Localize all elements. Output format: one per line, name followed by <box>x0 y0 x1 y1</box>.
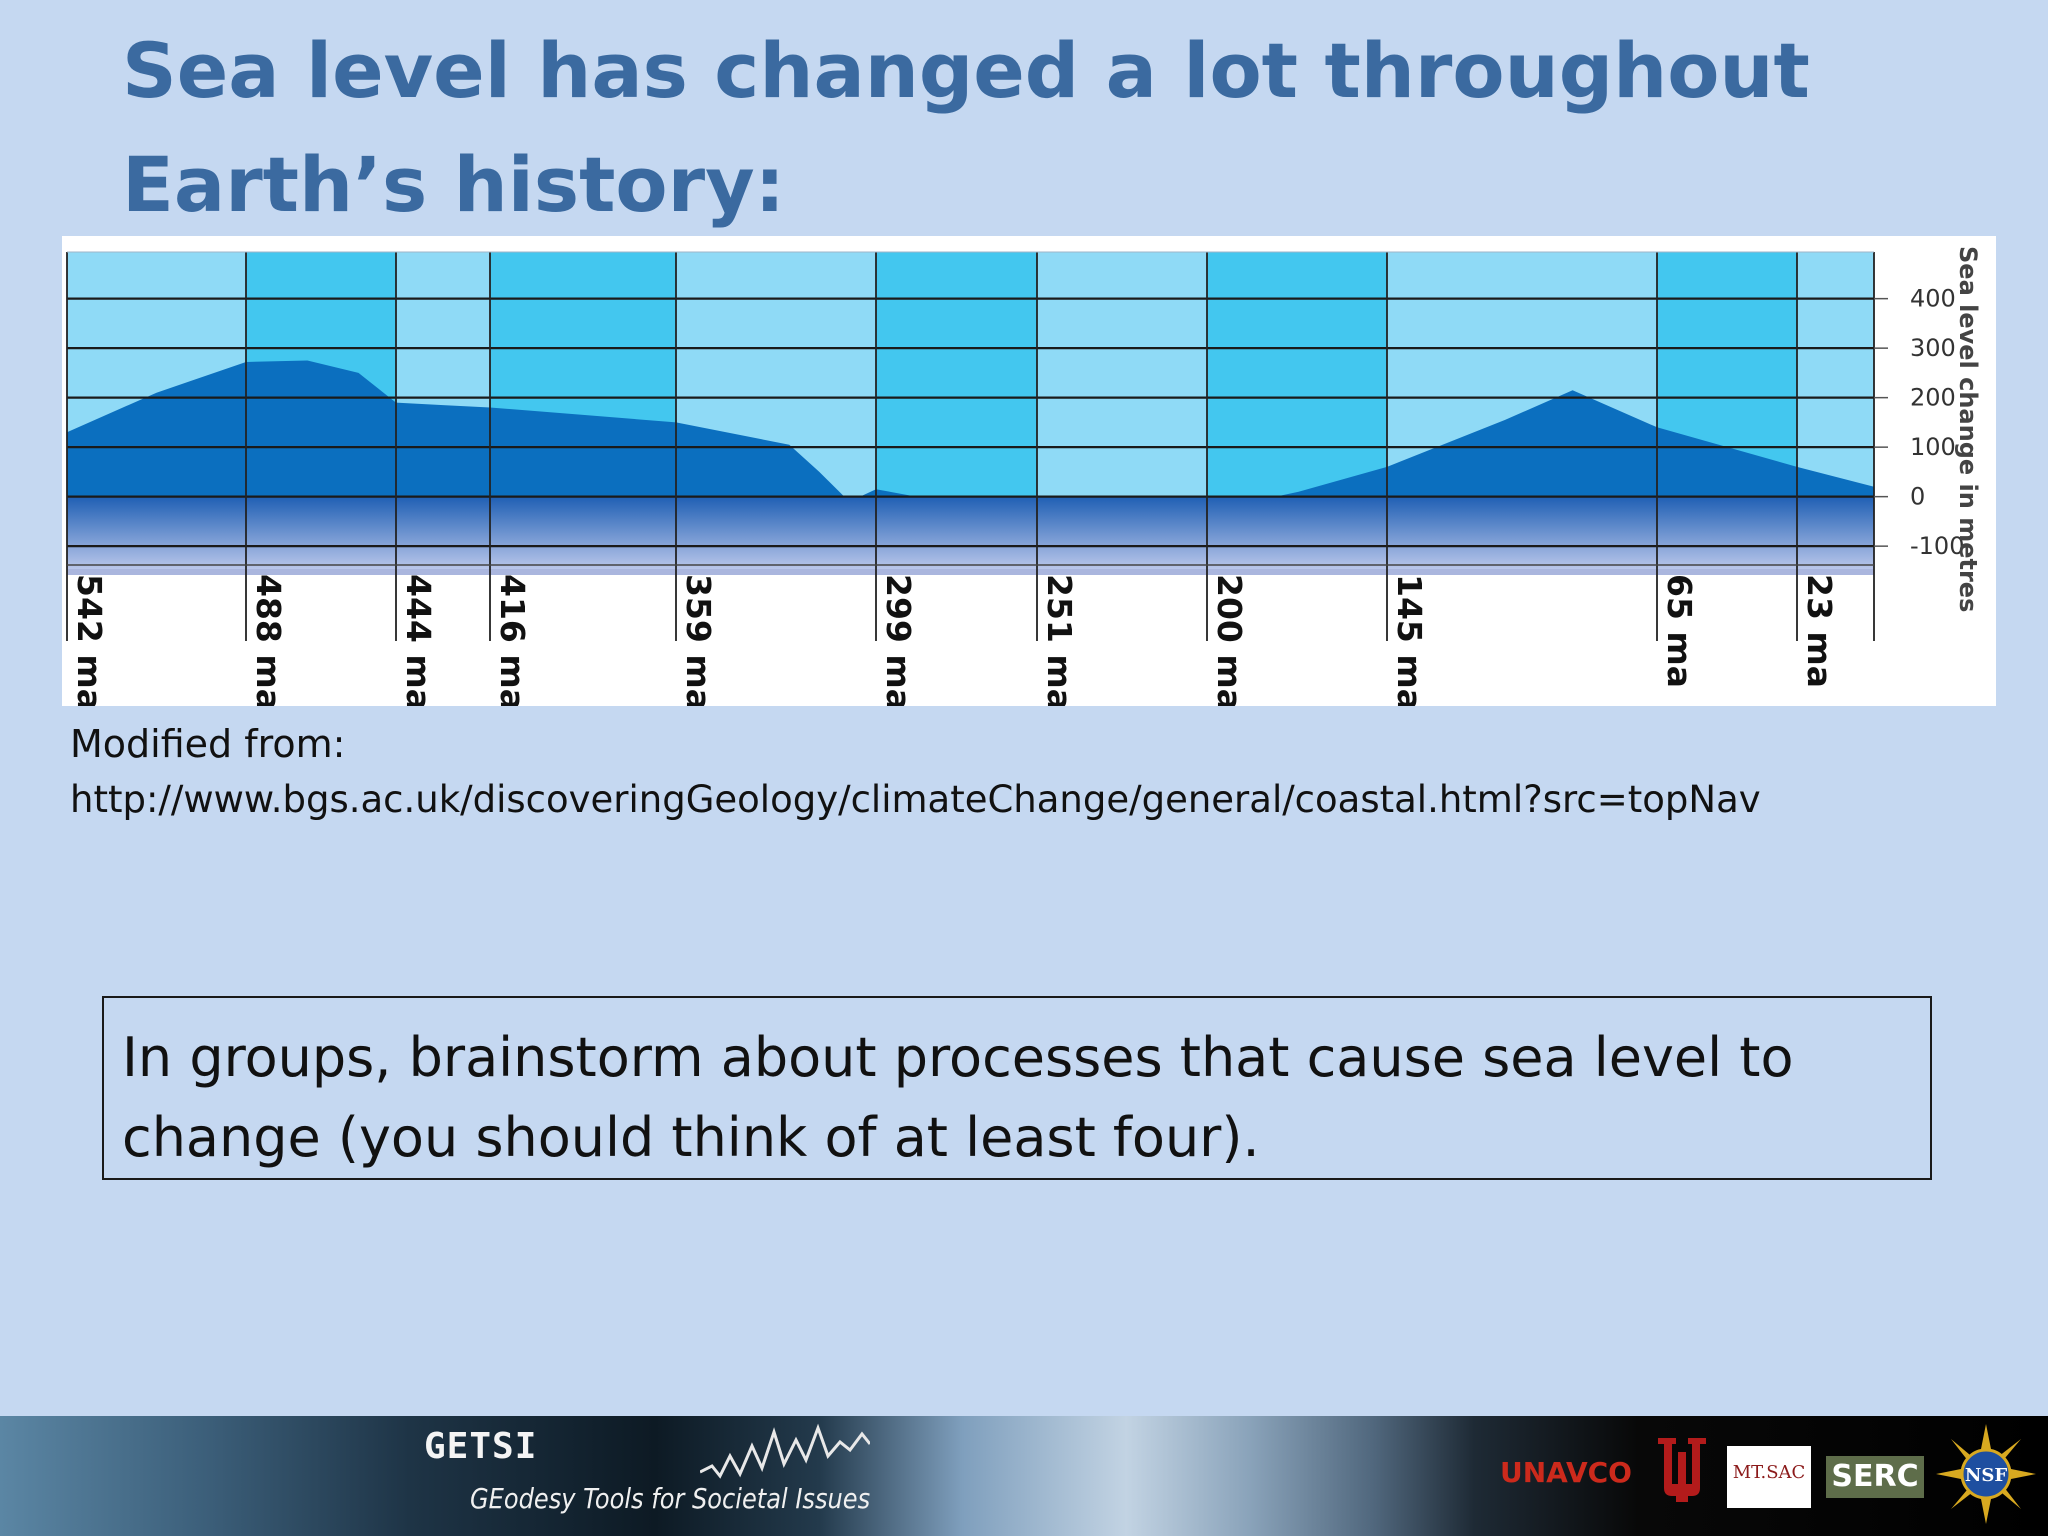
gridlines <box>66 251 1875 641</box>
serc-logo: SERC <box>1826 1456 1924 1498</box>
source-url: http://www.bgs.ac.uk/discoveringGeology/… <box>70 778 1761 821</box>
age-axis: 542 ma 488 ma 444 ma 416 ma 359 ma 299 ma 251 … <box>70 574 1839 706</box>
seismograph-wave-icon <box>700 1423 870 1479</box>
slide-title: Sea level has changed a lot throughout E… <box>122 14 1922 242</box>
sea-level-chart-svg: 542 ma 488 ma 444 ma 416 ma 359 ma 299 ma 251 … <box>66 246 1982 706</box>
getsi-tagline: GEodesy Tools for Societal Issues <box>470 1482 871 1515</box>
sea-level-area-group <box>67 360 1874 575</box>
below-zero-region <box>67 496 1874 569</box>
task-line-2: change (you should think of at least fou… <box>122 1106 1260 1169</box>
age-label: 299 ma <box>879 574 918 706</box>
y-axis-title: Sea level change in metres <box>1954 246 1982 612</box>
nsf-logo-text: NSF <box>1965 1465 2007 1486</box>
y-tick-label: 400 <box>1910 285 1956 313</box>
mt-sac-logo: MT.SAC <box>1727 1446 1811 1508</box>
age-label: 416 ma <box>493 574 532 706</box>
baseline-strip <box>67 569 1874 575</box>
y-tick-label: 200 <box>1910 384 1956 412</box>
y-tick-label: 300 <box>1910 334 1956 362</box>
age-label: 444 ma <box>399 574 438 706</box>
age-label: 65 ma <box>1660 574 1699 688</box>
source-citation: Modified from: http://www.bgs.ac.uk/disc… <box>70 716 1970 828</box>
age-label: 200 ma <box>1210 574 1249 706</box>
slide-title-line-2: Earth’s history: <box>122 140 786 229</box>
indiana-university-logo <box>1658 1438 1706 1502</box>
unavco-logo: UNAVCO <box>1500 1456 1632 1489</box>
y-tick-label: 100 <box>1910 433 1956 461</box>
getsi-brand: GETSI <box>424 1426 538 1467</box>
task-box: In groups, brainstorm about processes th… <box>102 996 1932 1180</box>
sea-level-axis: 400 300 200 100 0 -100 <box>1874 285 1964 560</box>
slide-title-line-1: Sea level has changed a lot throughout <box>122 26 1810 115</box>
y-tick-label: -100 <box>1910 532 1964 560</box>
age-label: 488 ma <box>249 574 288 706</box>
source-label: Modified from: <box>70 722 346 766</box>
nsf-logo: NSF <box>1936 1424 2036 1524</box>
sea-level-chart: 542 ma 488 ma 444 ma 416 ma 359 ma 299 ma 251 … <box>62 236 1996 706</box>
y-tick-label: 0 <box>1910 483 1925 511</box>
age-label: 251 ma <box>1040 574 1079 706</box>
task-line-1: In groups, brainstorm about processes th… <box>122 1026 1794 1089</box>
age-label: 145 ma <box>1390 574 1429 706</box>
age-label: 542 ma <box>70 574 109 706</box>
age-label: 23 ma <box>1800 574 1839 688</box>
age-label: 359 ma <box>679 574 718 706</box>
footer-banner: GETSI GEodesy Tools for Societal Issues … <box>0 1416 2048 1536</box>
